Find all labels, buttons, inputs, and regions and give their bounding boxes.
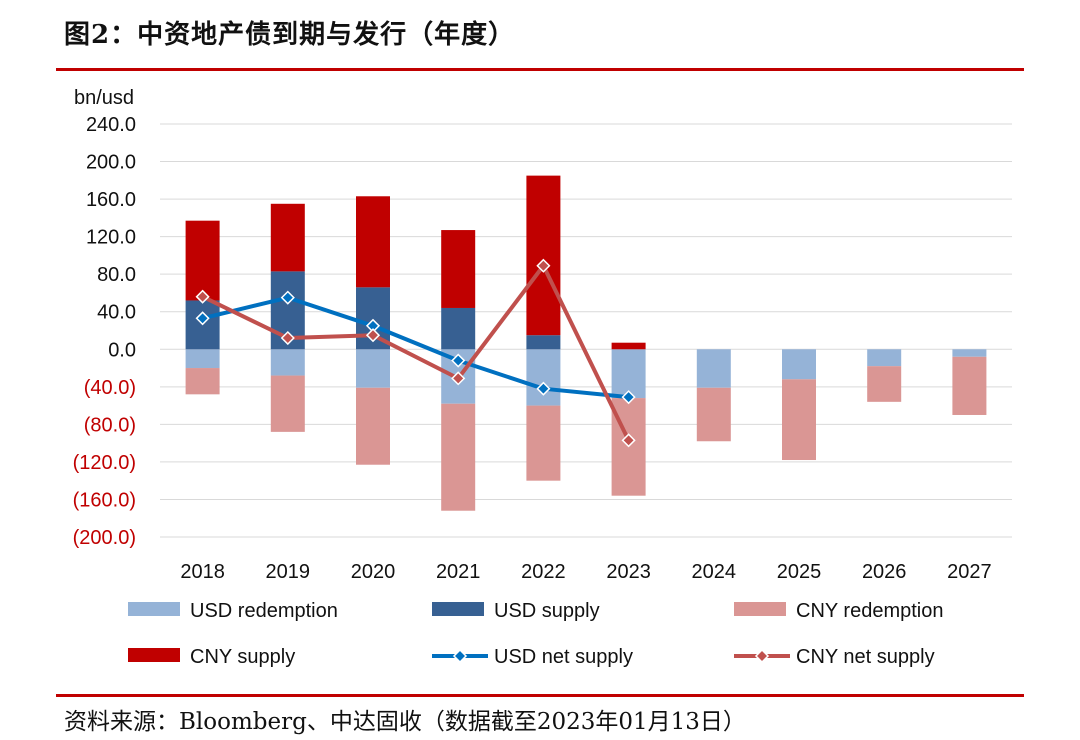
source-note: 资料来源：Bloomberg、中达固收（数据截至2023年01月13日） <box>64 709 746 735</box>
marker-usd-net-supply <box>280 290 295 305</box>
legend-label: CNY redemption <box>796 600 943 622</box>
bar-cny-redemption <box>867 366 902 402</box>
legend-label: USD net supply <box>494 646 633 668</box>
y-tick-label: 0.0 <box>108 339 136 361</box>
line-usd-net-supply <box>202 295 629 400</box>
bar-usd-supply <box>526 335 561 350</box>
bar-cny-supply <box>356 196 390 288</box>
y-tick-label: (120.0) <box>73 452 136 474</box>
bar-cny-supply <box>526 175 561 336</box>
bar-cny-redemption <box>270 375 305 432</box>
bar-usd-redemption <box>696 349 731 388</box>
x-tick-label: 2026 <box>862 561 907 583</box>
bar-cny-redemption <box>356 387 390 465</box>
top-rule <box>56 68 1024 71</box>
bar-usd-redemption <box>867 349 902 367</box>
x-tick-label: 2020 <box>351 561 396 583</box>
bar-usd-redemption <box>356 349 390 388</box>
bar-cny-redemption <box>696 387 731 442</box>
y-axis-unit-label: bn/usd <box>74 87 134 109</box>
legend-label: CNY supply <box>190 646 295 668</box>
legend-marker-usd-net-supply <box>452 648 468 664</box>
legend-label: USD redemption <box>190 600 338 622</box>
legend-label: CNY net supply <box>796 646 935 668</box>
x-tick-label: 2019 <box>266 561 311 583</box>
x-tick-label: 2027 <box>947 561 992 583</box>
x-tick-label: 2021 <box>436 561 481 583</box>
x-tick-label: 2022 <box>521 561 566 583</box>
bar-cny-redemption <box>782 379 816 461</box>
marker-usd-net-supply <box>536 381 551 396</box>
bar-usd-redemption <box>952 349 987 357</box>
y-tick-label: 80.0 <box>97 264 136 286</box>
y-tick-label: (80.0) <box>84 414 136 436</box>
marker-cny-net-supply <box>536 258 551 273</box>
bar-usd-redemption <box>270 349 305 376</box>
bar-cny-supply <box>441 230 476 308</box>
y-tick-label: (40.0) <box>84 377 136 399</box>
marker-cny-net-supply <box>621 433 636 448</box>
marker-cny-net-supply <box>280 330 295 346</box>
bar-usd-redemption <box>185 349 220 369</box>
y-tick-label: (160.0) <box>73 489 136 511</box>
x-tick-label: 2025 <box>777 561 822 583</box>
legend-swatch-cny-supply <box>128 648 180 662</box>
bar-cny-supply <box>611 342 646 350</box>
y-tick-label: 240.0 <box>86 114 136 136</box>
legend-swatch-cny-redemption <box>734 602 786 616</box>
y-tick-label: (200.0) <box>73 527 136 549</box>
legend-swatch-usd-redemption <box>128 602 180 616</box>
marker-usd-net-supply <box>195 311 210 326</box>
bar-cny-supply <box>270 203 305 272</box>
bar-usd-redemption <box>782 349 816 380</box>
chart-title: 图2：中资地产债到期与发行（年度） <box>64 20 516 50</box>
bar-usd-supply <box>441 307 476 350</box>
bar-cny-redemption <box>185 368 220 395</box>
y-tick-label: 40.0 <box>97 302 136 324</box>
x-tick-label: 2023 <box>606 561 651 583</box>
marker-usd-net-supply <box>451 353 466 368</box>
x-tick-label: 2018 <box>180 561 225 583</box>
y-tick-label: 120.0 <box>86 227 136 249</box>
marker-cny-net-supply <box>195 289 210 304</box>
marker-cny-net-supply <box>365 328 381 343</box>
bar-cny-redemption <box>441 403 476 511</box>
y-tick-label: 200.0 <box>86 152 136 174</box>
bar-usd-redemption <box>611 349 646 399</box>
bar-usd-redemption <box>526 349 561 406</box>
y-tick-label: 160.0 <box>86 189 136 211</box>
marker-usd-net-supply <box>621 390 636 405</box>
bar-cny-supply <box>185 220 220 301</box>
bar-cny-redemption <box>952 356 987 415</box>
legend-label: USD supply <box>494 600 600 622</box>
bottom-rule <box>56 694 1024 697</box>
bar-cny-redemption <box>526 405 561 481</box>
line-cny-net-supply <box>201 263 631 442</box>
legend-swatch-usd-supply <box>432 602 484 616</box>
marker-cny-net-supply <box>451 371 466 386</box>
legend-marker-cny-net-supply <box>754 648 770 664</box>
x-tick-label: 2024 <box>692 561 737 583</box>
